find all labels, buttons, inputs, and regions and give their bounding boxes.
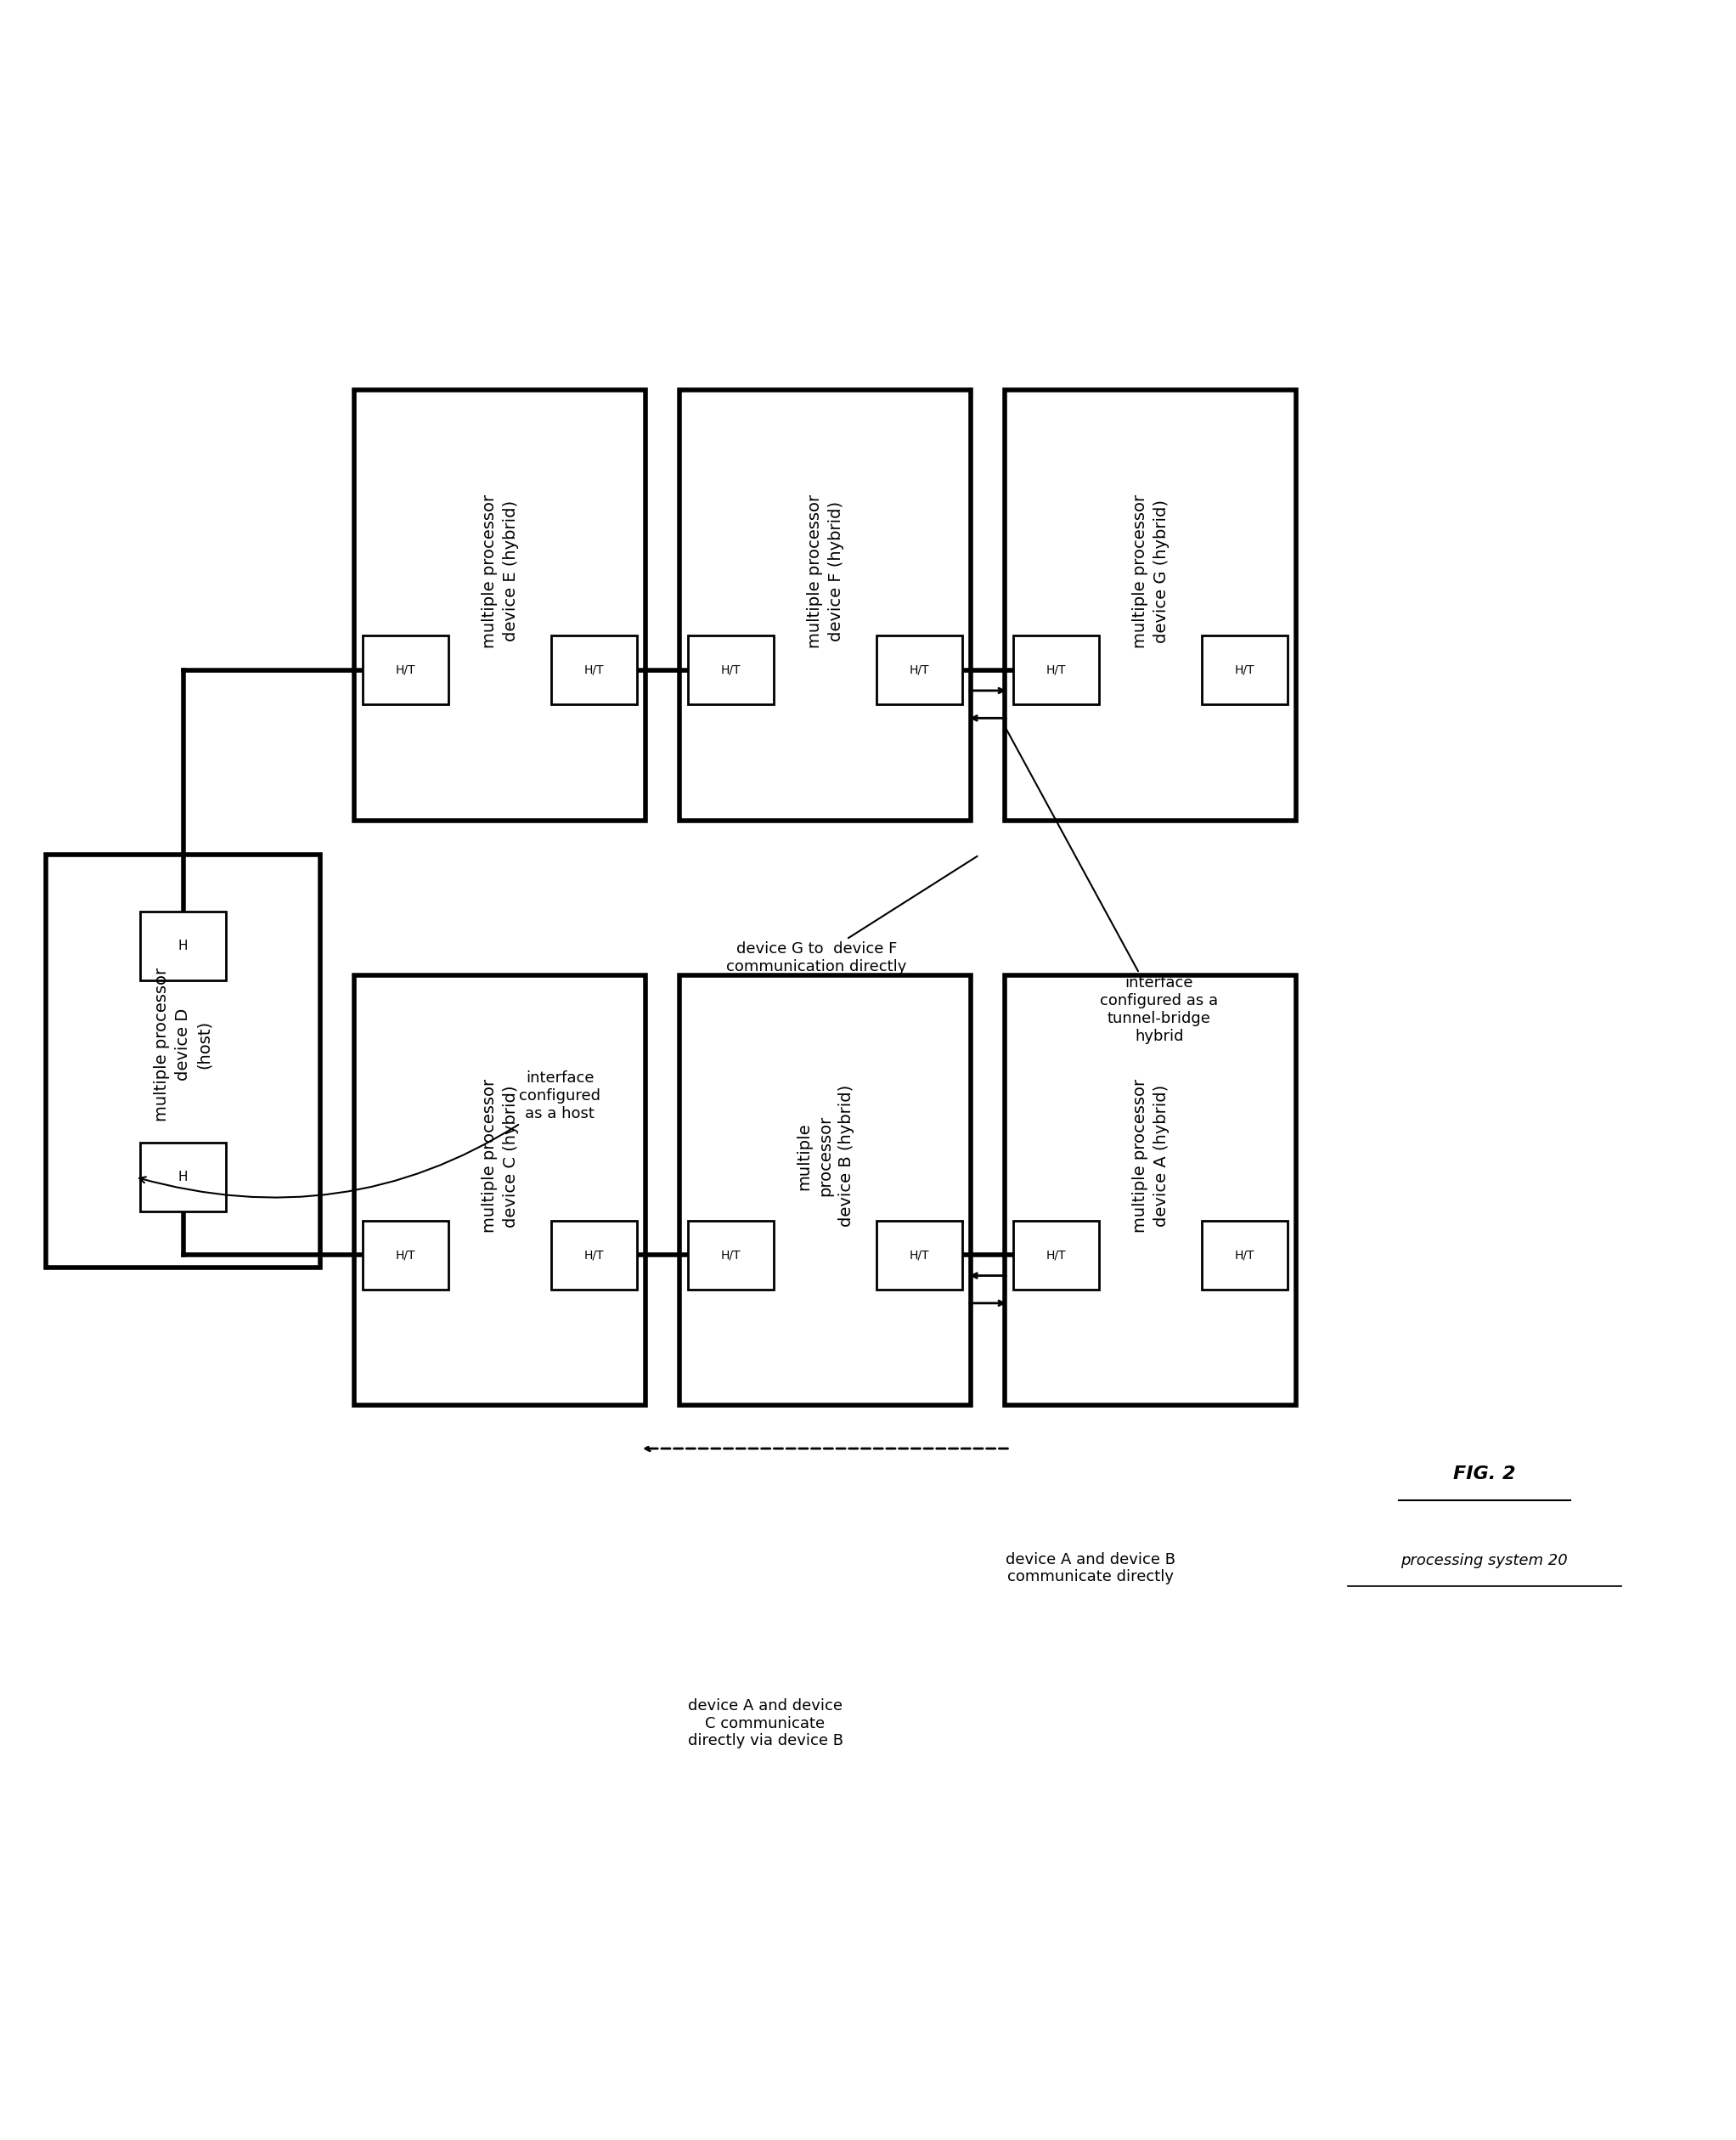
Text: multiple processor
device E (hybrid): multiple processor device E (hybrid): [481, 494, 519, 648]
Bar: [363, 1220, 448, 1290]
Text: H/T: H/T: [1047, 1250, 1066, 1260]
Text: H/T: H/T: [1047, 663, 1066, 676]
Text: device G to  device F
communication directly: device G to device F communication direc…: [726, 856, 977, 974]
Text: H/T: H/T: [583, 1250, 604, 1260]
Text: multiple processor
device F (hybrid): multiple processor device F (hybrid): [807, 494, 844, 648]
Bar: [1014, 1220, 1099, 1290]
Bar: [877, 636, 962, 704]
Bar: [47, 854, 319, 1267]
Bar: [141, 1143, 226, 1211]
Bar: [877, 1220, 962, 1290]
Bar: [1201, 1220, 1288, 1290]
Text: H/T: H/T: [396, 1250, 415, 1260]
Bar: [354, 976, 646, 1406]
Text: device A and device
C communicate
directly via device B: device A and device C communicate direct…: [687, 1697, 844, 1748]
Text: interface
configured as a
tunnel-bridge
hybrid: interface configured as a tunnel-bridge …: [1007, 730, 1219, 1044]
Bar: [1005, 976, 1297, 1406]
Text: FIG. 2: FIG. 2: [1453, 1466, 1516, 1483]
Text: H: H: [179, 1171, 187, 1183]
Text: multiple processor
device G (hybrid): multiple processor device G (hybrid): [1132, 494, 1170, 648]
Text: interface
configured
as a host: interface configured as a host: [139, 1070, 601, 1198]
Text: multiple processor
device D
(host): multiple processor device D (host): [155, 967, 212, 1121]
Bar: [1014, 636, 1099, 704]
Bar: [141, 912, 226, 980]
Text: H/T: H/T: [910, 663, 929, 676]
Bar: [687, 636, 774, 704]
Text: H/T: H/T: [396, 663, 415, 676]
Text: multiple
processor
device B (hybrid): multiple processor device B (hybrid): [795, 1085, 854, 1226]
Text: H/T: H/T: [910, 1250, 929, 1260]
Text: H: H: [179, 939, 187, 952]
Bar: [679, 976, 970, 1406]
Text: H/T: H/T: [583, 663, 604, 676]
Bar: [1005, 389, 1297, 820]
Bar: [679, 389, 970, 820]
Text: processing system 20: processing system 20: [1401, 1554, 1568, 1569]
Text: device A and device B
communicate directly: device A and device B communicate direct…: [1005, 1551, 1175, 1586]
Text: H/T: H/T: [720, 1250, 741, 1260]
Text: multiple processor
device C (hybrid): multiple processor device C (hybrid): [481, 1079, 519, 1233]
Bar: [363, 636, 448, 704]
Text: H/T: H/T: [1234, 1250, 1255, 1260]
Bar: [687, 1220, 774, 1290]
Bar: [552, 1220, 637, 1290]
Bar: [1201, 636, 1288, 704]
Bar: [354, 389, 646, 820]
Text: multiple processor
device A (hybrid): multiple processor device A (hybrid): [1132, 1079, 1170, 1233]
Text: H/T: H/T: [720, 663, 741, 676]
Text: H/T: H/T: [1234, 663, 1255, 676]
Bar: [552, 636, 637, 704]
